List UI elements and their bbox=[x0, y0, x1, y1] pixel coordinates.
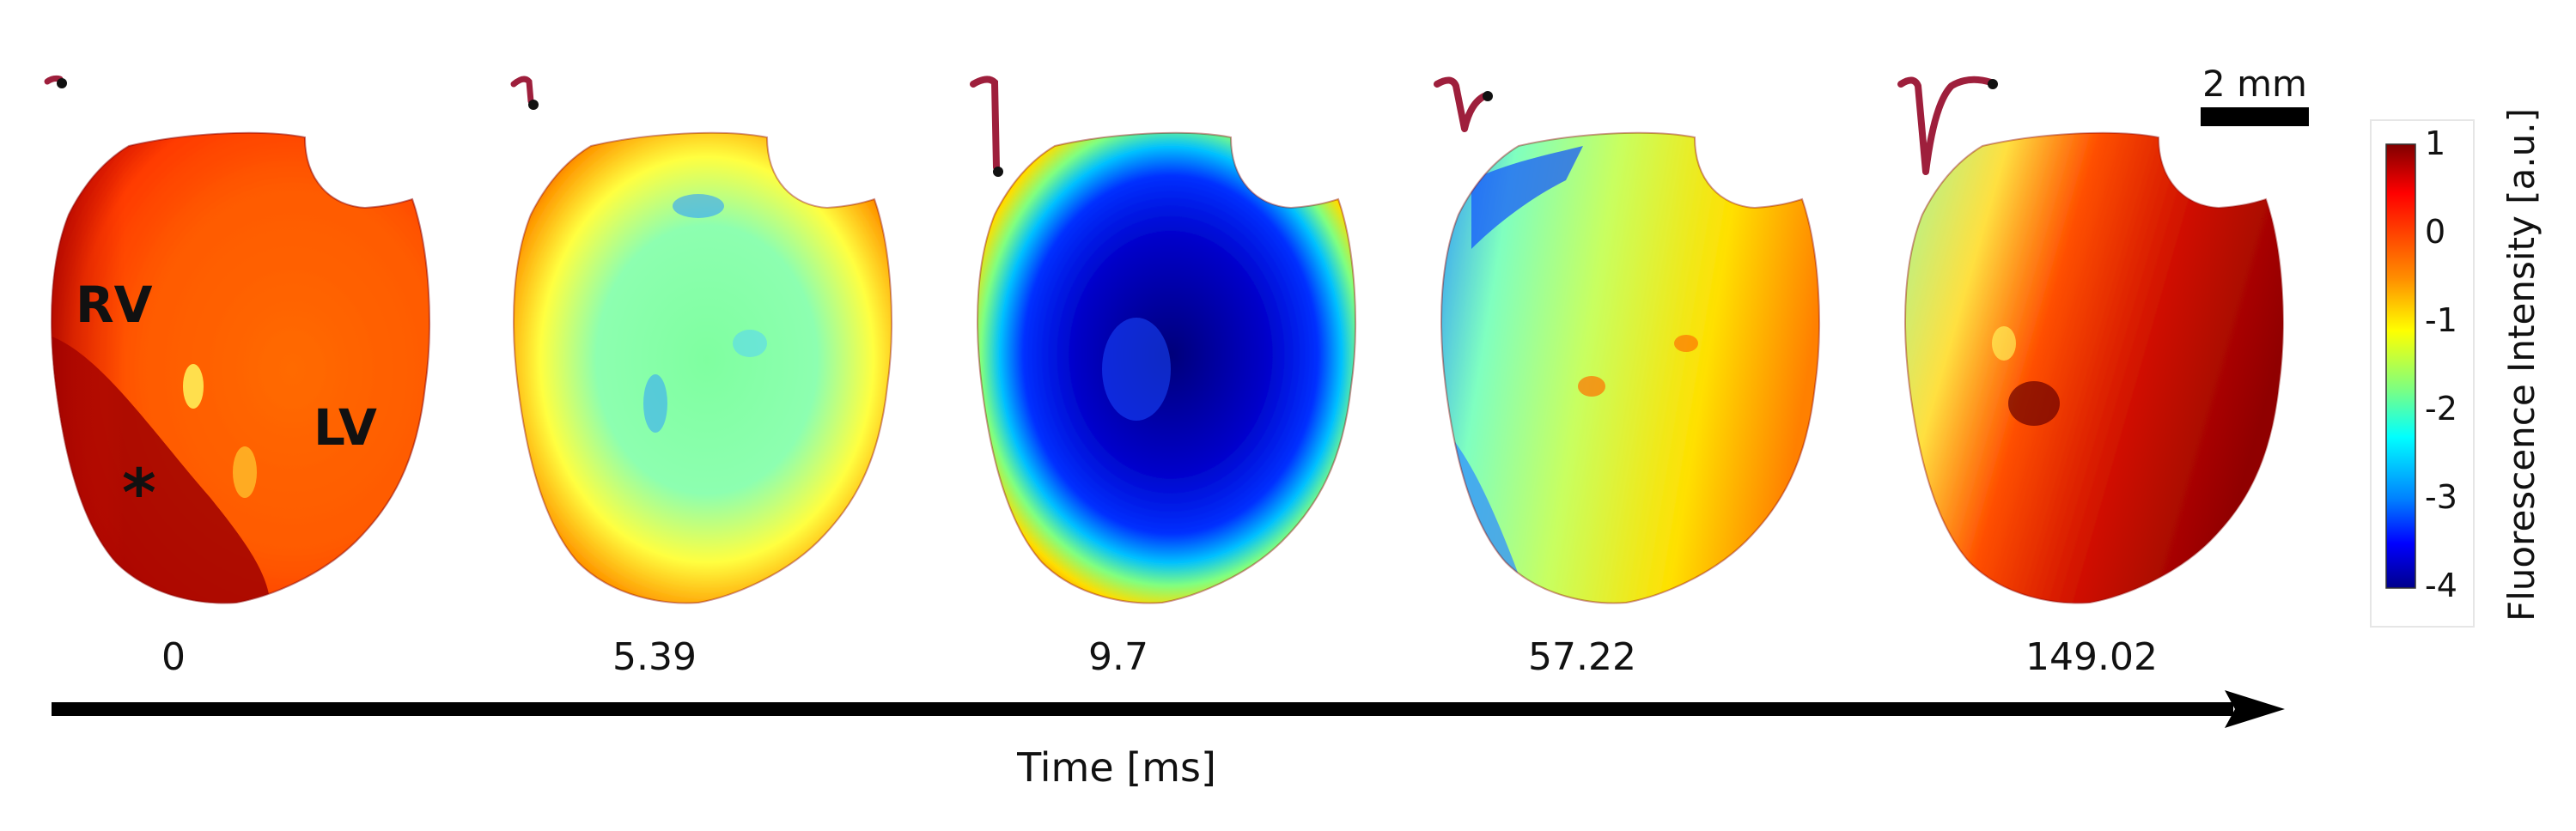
time-label-2: 5.39 bbox=[612, 635, 697, 679]
time-label-3: 9.7 bbox=[1088, 635, 1148, 679]
lv-label: LV bbox=[314, 398, 377, 457]
heart-map-5 bbox=[1904, 131, 2284, 604]
scale-bar-line bbox=[2201, 107, 2309, 126]
colorbar-tick-neg3: -3 bbox=[2425, 478, 2457, 516]
time-label-1: 0 bbox=[161, 635, 186, 679]
colorbar-label: Fluorescence Intensity [a.u.] bbox=[2500, 108, 2543, 622]
colorbar-tick-neg1: -1 bbox=[2425, 301, 2457, 339]
asterisk-marker: * bbox=[122, 454, 156, 531]
panel-4: 57.22 bbox=[1434, 76, 1820, 679]
colorbar-tick-neg4: -4 bbox=[2425, 567, 2457, 604]
panel-1: RV LV * 0 bbox=[44, 75, 430, 679]
scale-bar-label: 2 mm bbox=[2202, 63, 2307, 105]
colorbar: 1 0 -1 -2 -3 -4 Fluorescence Intensity [… bbox=[2370, 108, 2543, 628]
time-arrow bbox=[52, 690, 2285, 728]
colorbar-tick-neg2: -2 bbox=[2425, 390, 2457, 428]
time-label-4: 57.22 bbox=[1528, 635, 1636, 679]
trace-2 bbox=[510, 76, 539, 110]
heart-map-1 bbox=[51, 131, 430, 604]
scale-bar: 2 mm bbox=[2201, 63, 2309, 126]
trace-3 bbox=[970, 76, 1003, 177]
heart-map-4 bbox=[1440, 131, 1820, 604]
panel-5: 149.02 bbox=[1897, 76, 2284, 679]
panel-2: 5.39 bbox=[510, 76, 892, 679]
time-label-5: 149.02 bbox=[2025, 635, 2158, 679]
heart-map-2 bbox=[513, 131, 892, 604]
trace-4 bbox=[1434, 76, 1493, 132]
heart-map-3 bbox=[977, 131, 1356, 604]
time-axis-label: Time [ms] bbox=[1016, 744, 1216, 791]
panel-3: 9.7 bbox=[970, 76, 1356, 679]
trace-5 bbox=[1897, 76, 1998, 175]
colorbar-tick-1: 1 bbox=[2425, 124, 2445, 162]
colorbar-tick-0: 0 bbox=[2425, 213, 2445, 251]
colorbar-ticks: 1 0 -1 -2 -3 -4 bbox=[2425, 124, 2457, 604]
colorbar-gradient bbox=[2385, 143, 2416, 589]
rv-label: RV bbox=[76, 276, 153, 334]
trace-1 bbox=[44, 75, 67, 88]
